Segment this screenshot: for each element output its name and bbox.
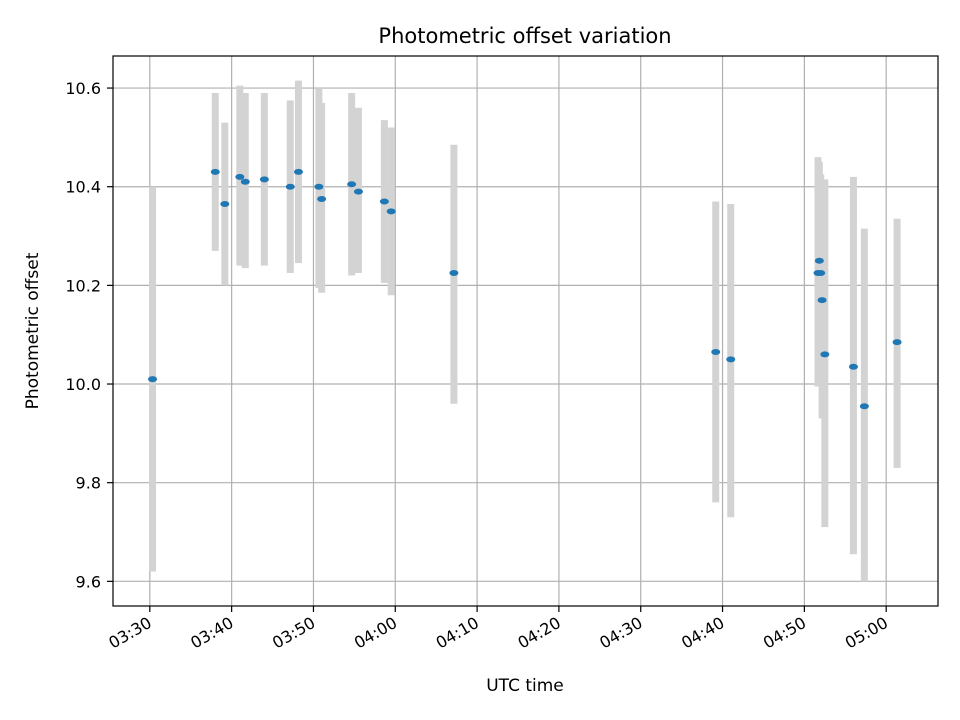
data-point bbox=[449, 270, 459, 277]
data-point bbox=[817, 297, 827, 304]
y-tick-label: 10.0 bbox=[65, 375, 101, 394]
y-axis: 9.6 9.8 10.0 10.2 10.4 10.6 bbox=[65, 79, 113, 591]
data-points bbox=[148, 168, 902, 410]
y-tick-label: 9.6 bbox=[76, 572, 101, 591]
data-point bbox=[259, 176, 269, 183]
chart-title: Photometric offset variation bbox=[378, 24, 671, 48]
data-point bbox=[859, 403, 869, 410]
data-point bbox=[210, 168, 220, 175]
data-point bbox=[240, 178, 250, 185]
data-point bbox=[726, 356, 736, 363]
plot-area-frame bbox=[112, 55, 939, 607]
x-axis-label: UTC time bbox=[486, 676, 564, 696]
data-point bbox=[892, 339, 902, 346]
data-point bbox=[220, 200, 230, 207]
data-point bbox=[285, 183, 295, 190]
data-point bbox=[814, 257, 824, 264]
data-point bbox=[379, 198, 389, 205]
y-tick-label: 10.4 bbox=[65, 178, 101, 197]
data-point bbox=[293, 168, 303, 175]
data-point bbox=[711, 348, 721, 355]
data-point bbox=[148, 376, 158, 383]
y-tick-label: 10.6 bbox=[65, 79, 101, 98]
y-tick-label: 10.2 bbox=[65, 276, 101, 295]
data-point bbox=[353, 188, 363, 195]
data-point bbox=[848, 363, 858, 370]
data-point bbox=[235, 173, 245, 180]
data-point bbox=[317, 196, 327, 203]
y-axis-label: Photometric offset bbox=[23, 252, 43, 409]
data-point bbox=[347, 181, 357, 188]
data-point bbox=[314, 183, 324, 190]
grid bbox=[113, 56, 938, 606]
y-tick-label: 9.8 bbox=[76, 474, 101, 493]
data-point bbox=[820, 351, 830, 358]
data-point bbox=[386, 208, 396, 215]
data-point bbox=[816, 270, 826, 277]
